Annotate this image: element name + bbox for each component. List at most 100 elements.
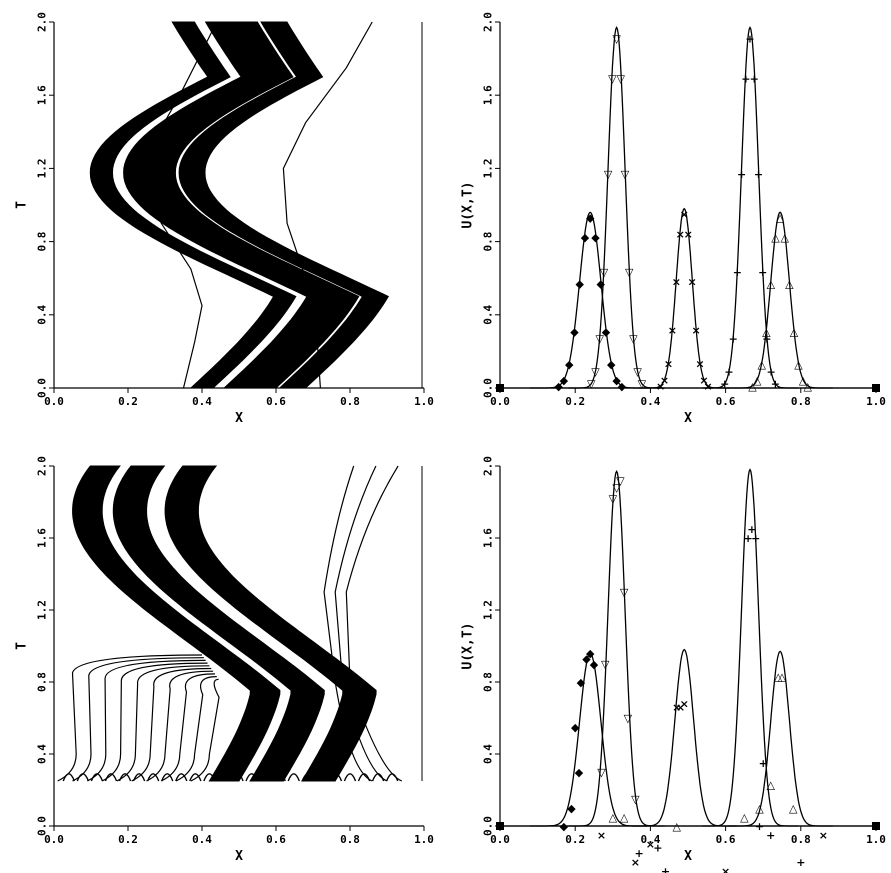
data-marker: ◆ (607, 358, 616, 371)
data-marker: △ (740, 811, 749, 824)
data-marker: + (766, 366, 775, 379)
trajectory-loop (76, 773, 90, 782)
x-tick-label: 0.4 (192, 395, 212, 408)
endpoint-marker (872, 384, 880, 392)
data-marker: △ (790, 325, 799, 338)
x-tick-label: 0.4 (640, 395, 660, 408)
data-marker: ▽ (638, 378, 647, 391)
y-tick-label: 0.8 (36, 672, 49, 692)
data-marker: × (703, 380, 712, 393)
y-axis-label: U(X,T) (461, 182, 476, 229)
solution-curves: ◆◆◆◆◆◆◆◆◆◆◆◆◆▽▽▽▽▽▽▽▽▽▽▽▽▽ ××××××××××××× +… (496, 26, 880, 393)
data-marker: ◆ (575, 766, 584, 779)
trajectory-loop (175, 773, 188, 782)
y-tick-label: 1.6 (36, 528, 49, 548)
data-marker: ▽ (587, 378, 596, 391)
y-tick-label: 0.4 (482, 304, 495, 324)
data-marker: + (762, 333, 771, 346)
data-marker: △ (766, 779, 775, 792)
data-marker: ◆ (577, 676, 586, 689)
data-marker: × (668, 324, 677, 337)
data-marker: × (702, 870, 711, 873)
y-tick-label: 1.2 (36, 158, 49, 178)
data-marker: ▽ (604, 168, 613, 181)
x-axis-label: X (235, 849, 243, 864)
trajectory-loop (161, 773, 174, 782)
data-marker: ◆ (586, 647, 595, 660)
data-marker: ▽ (591, 366, 600, 379)
axes: 0.0 0.2 0.4 0.6 0.8 1.0 0.0 0.4 0.8 1.2 1.6 2.0 X T (15, 456, 434, 864)
data-marker: + (635, 847, 644, 860)
data-marker: ▽ (621, 168, 630, 181)
x-tick-label: 1.0 (414, 833, 434, 846)
trajectory-loop (245, 773, 258, 782)
data-marker: × (656, 380, 665, 393)
trajectory-loop (329, 773, 343, 782)
trajectory-line (145, 21, 218, 389)
y-axis-label: U(X,T) (461, 623, 476, 670)
y-tick-label: 0.0 (482, 378, 495, 398)
y-tick-label: 0.4 (36, 744, 49, 764)
trajectory-loop (132, 773, 146, 782)
data-marker: ◆ (590, 658, 599, 671)
data-marker: ◆ (597, 278, 606, 291)
data-marker: ◆ (618, 380, 627, 393)
trajectory-loop (273, 773, 286, 782)
data-marker: △ (771, 231, 780, 244)
y-axis-label: T (15, 201, 30, 209)
data-marker: + (796, 856, 805, 869)
trajectory-loop (189, 773, 202, 782)
data-marker: ◆ (586, 212, 595, 225)
data-marker: + (771, 378, 780, 391)
data-marker: ◆ (565, 358, 574, 371)
data-marker: ▽ (631, 793, 640, 806)
trajectory-line (323, 465, 373, 782)
data-marker: ▽ (600, 266, 609, 279)
data-marker: △ (767, 278, 776, 291)
trajectory-loop (315, 773, 329, 782)
data-marker: ▽ (612, 32, 621, 45)
y-tick-label: 1.6 (482, 528, 495, 548)
data-marker: × (699, 374, 708, 387)
data-marker: ▽ (624, 712, 633, 725)
trajectory-bands (57, 465, 423, 782)
data-marker: × (676, 228, 685, 241)
trajectory-loop (371, 773, 385, 782)
trajectory-loop (259, 773, 272, 782)
y-tick-label: 0.0 (482, 816, 495, 836)
trajectory-loop (118, 773, 132, 782)
data-marker: + (751, 532, 760, 545)
y-tick-label: 1.6 (482, 85, 495, 105)
trajectory-line (101, 662, 208, 782)
trajectory-line (334, 465, 388, 782)
trajectory-band (89, 21, 297, 389)
data-marker: ▽ (609, 492, 618, 505)
data-marker: × (691, 324, 700, 337)
data-marker: × (688, 275, 697, 288)
peak-curve (631, 648, 737, 827)
data-marker: × (680, 208, 689, 221)
data-marker: × (672, 701, 681, 714)
trajectory-loop (301, 773, 315, 782)
y-tick-label: 1.6 (36, 85, 49, 105)
data-marker: ◆ (591, 231, 600, 244)
endpoint-marker (496, 384, 504, 392)
y-tick-label: 1.2 (36, 600, 49, 620)
x-tick-label: 0.8 (791, 833, 811, 846)
data-marker: ▽ (612, 482, 621, 495)
trajectory-line (131, 667, 212, 782)
data-marker: △ (620, 811, 629, 824)
trajectory-loop (343, 773, 357, 782)
y-tick-label: 2.0 (36, 456, 49, 476)
x-tick-label: 1.0 (414, 395, 434, 408)
x-tick-label: 0.2 (565, 833, 585, 846)
trajectory-band (148, 21, 360, 389)
data-marker: △ (762, 325, 771, 338)
data-marker: + (754, 168, 763, 181)
x-tick-label: 0.6 (266, 833, 286, 846)
y-tick-label: 0.0 (36, 816, 49, 836)
data-marker: + (653, 842, 662, 855)
data-marker: △ (757, 358, 766, 371)
data-marker: △ (748, 380, 757, 393)
data-marker: ▽ (601, 658, 610, 671)
